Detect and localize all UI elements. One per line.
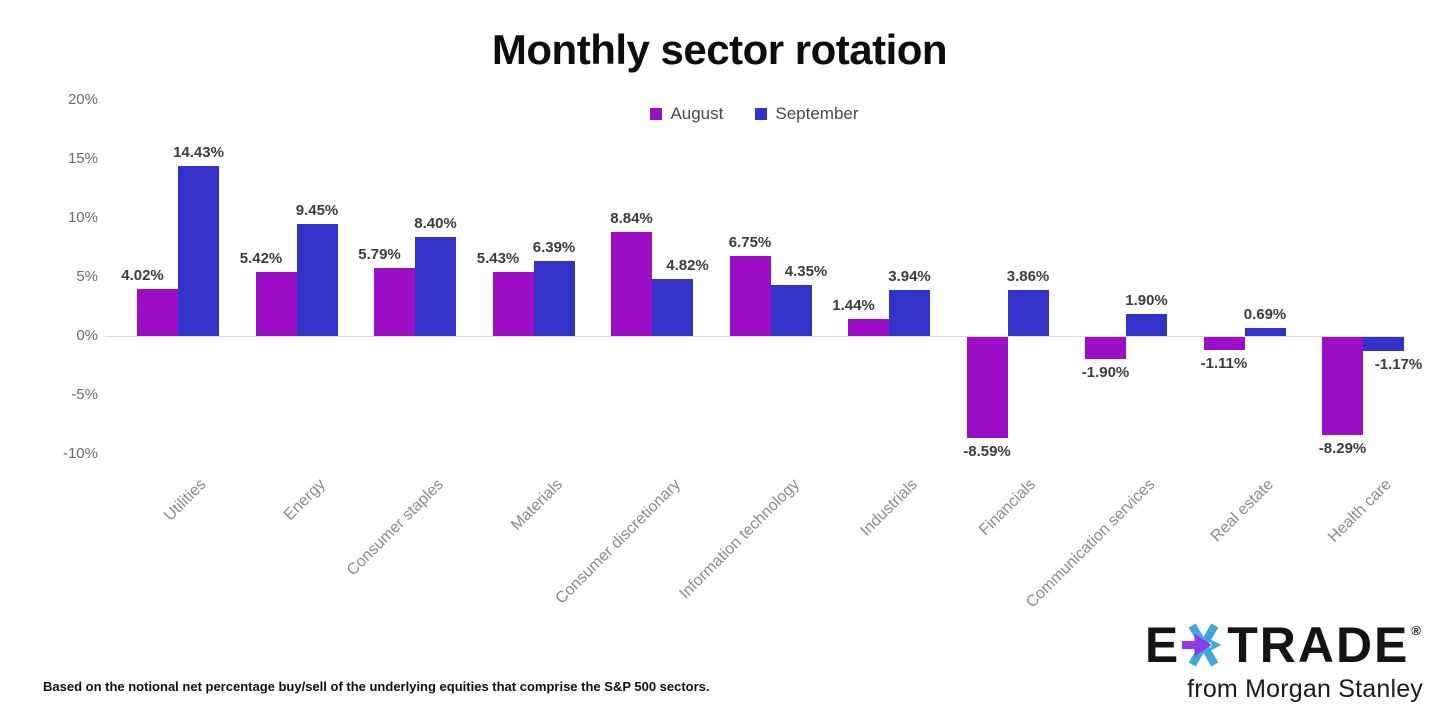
value-label-september-materials: 6.39% bbox=[532, 238, 576, 256]
logo-tagline: from Morgan Stanley bbox=[1187, 675, 1423, 703]
value-label-august-real-estate: -1.11% bbox=[1200, 355, 1248, 373]
etrade-wordmark-e: E bbox=[1144, 617, 1181, 673]
bar-september-health-care bbox=[1363, 337, 1404, 351]
bar-september-industrials bbox=[889, 289, 930, 336]
y-axis-tick-label: -10% bbox=[62, 445, 98, 462]
category-label-consumer-discretionary: Consumer discretionary bbox=[552, 476, 685, 608]
bar-august-materials bbox=[492, 271, 534, 336]
value-label-august-energy: 5.42% bbox=[239, 250, 283, 268]
category-label-financials: Financials bbox=[976, 476, 1040, 539]
bar-august-industrials bbox=[848, 319, 889, 336]
bar-september-consumer-discretionary bbox=[652, 279, 693, 336]
value-label-august-financials: -8.59% bbox=[963, 443, 1011, 461]
value-label-august-utilities: 4.02% bbox=[121, 266, 164, 284]
value-label-september-communication-services: 1.90% bbox=[1125, 291, 1168, 309]
etrade-asterisk-icon bbox=[1182, 623, 1222, 667]
bar-september-consumer-staples bbox=[415, 236, 456, 336]
value-label-september-health-care: -1.17% bbox=[1374, 355, 1423, 373]
value-label-september-real-estate: 0.69% bbox=[1243, 305, 1287, 323]
category-label-materials: Materials bbox=[507, 476, 566, 534]
category-label-utilities: Utilities bbox=[161, 476, 211, 525]
category-label-real-estate: Real estate bbox=[1207, 476, 1277, 546]
value-label-september-utilities: 14.43% bbox=[173, 143, 224, 161]
value-label-september-industrials: 3.94% bbox=[888, 267, 931, 285]
value-label-august-consumer-discretionary: 8.84% bbox=[610, 209, 653, 227]
registered-trademark: ® bbox=[1411, 623, 1423, 638]
y-axis-tick-label: -5% bbox=[71, 386, 98, 403]
bar-august-consumer-discretionary bbox=[611, 231, 652, 336]
august-swatch-icon bbox=[650, 108, 663, 120]
y-axis-tick-label: 10% bbox=[67, 209, 98, 226]
value-label-august-health-care: -8.29% bbox=[1318, 439, 1367, 457]
bar-september-real-estate bbox=[1244, 327, 1286, 336]
category-label-energy: Energy bbox=[280, 476, 329, 524]
y-axis-tick-label: 0% bbox=[76, 327, 98, 344]
source-footnote: Based on the notional net percentage buy… bbox=[43, 679, 710, 694]
september-swatch-icon bbox=[755, 108, 768, 120]
etrade-wordmark: E TRADE ® bbox=[1145, 620, 1423, 670]
y-axis-tick-label: 5% bbox=[76, 268, 98, 285]
legend-item-september: September bbox=[755, 104, 859, 124]
bar-august-real-estate bbox=[1203, 337, 1245, 351]
category-label-communication-services: Communication services bbox=[1022, 476, 1159, 612]
category-label-information-technology: Information technology bbox=[676, 476, 803, 603]
bar-september-utilities bbox=[178, 165, 219, 336]
bar-august-health-care bbox=[1322, 337, 1363, 435]
value-label-august-consumer-staples: 5.79% bbox=[358, 245, 401, 263]
bar-september-financials bbox=[1007, 290, 1049, 336]
bar-september-materials bbox=[533, 260, 575, 336]
bar-august-utilities bbox=[137, 288, 178, 336]
etrade-logo: E TRADE ® from Morgan Stanley bbox=[1145, 620, 1423, 704]
bar-august-financials bbox=[966, 337, 1008, 439]
legend-label-august: August bbox=[670, 104, 724, 123]
bar-august-energy bbox=[255, 272, 297, 336]
legend: August September bbox=[105, 104, 1404, 124]
y-axis-tick-label: 20% bbox=[67, 91, 98, 108]
value-label-september-financials: 3.86% bbox=[1006, 268, 1050, 286]
chart-title: Monthly sector rotation bbox=[491, 26, 948, 73]
value-label-august-information-technology: 6.75% bbox=[728, 234, 772, 252]
category-label-industrials: Industrials bbox=[857, 476, 922, 540]
etrade-wordmark-trade: TRADE bbox=[1227, 617, 1410, 673]
category-label-health-care: Health care bbox=[1325, 476, 1396, 546]
x-axis-zero-line bbox=[105, 336, 1404, 337]
bar-september-energy bbox=[296, 224, 338, 336]
value-label-august-materials: 5.43% bbox=[476, 249, 520, 267]
value-label-august-industrials: 1.44% bbox=[832, 297, 875, 314]
legend-label-september: September bbox=[775, 104, 859, 123]
value-label-september-information-technology: 4.35% bbox=[784, 262, 828, 280]
category-label-consumer-staples: Consumer staples bbox=[343, 476, 448, 580]
legend-item-august: August bbox=[650, 104, 723, 124]
bar-september-communication-services bbox=[1126, 313, 1167, 336]
value-label-august-communication-services: -1.90% bbox=[1081, 364, 1130, 382]
value-label-september-energy: 9.45% bbox=[295, 202, 339, 220]
y-axis-tick-label: 15% bbox=[67, 150, 98, 167]
bar-august-information-technology bbox=[729, 256, 771, 336]
bar-august-consumer-staples bbox=[374, 267, 415, 336]
value-label-september-consumer-staples: 8.40% bbox=[414, 214, 457, 232]
bar-august-communication-services bbox=[1085, 337, 1126, 360]
bar-september-information-technology bbox=[770, 284, 812, 336]
value-label-september-consumer-discretionary: 4.82% bbox=[666, 257, 709, 275]
